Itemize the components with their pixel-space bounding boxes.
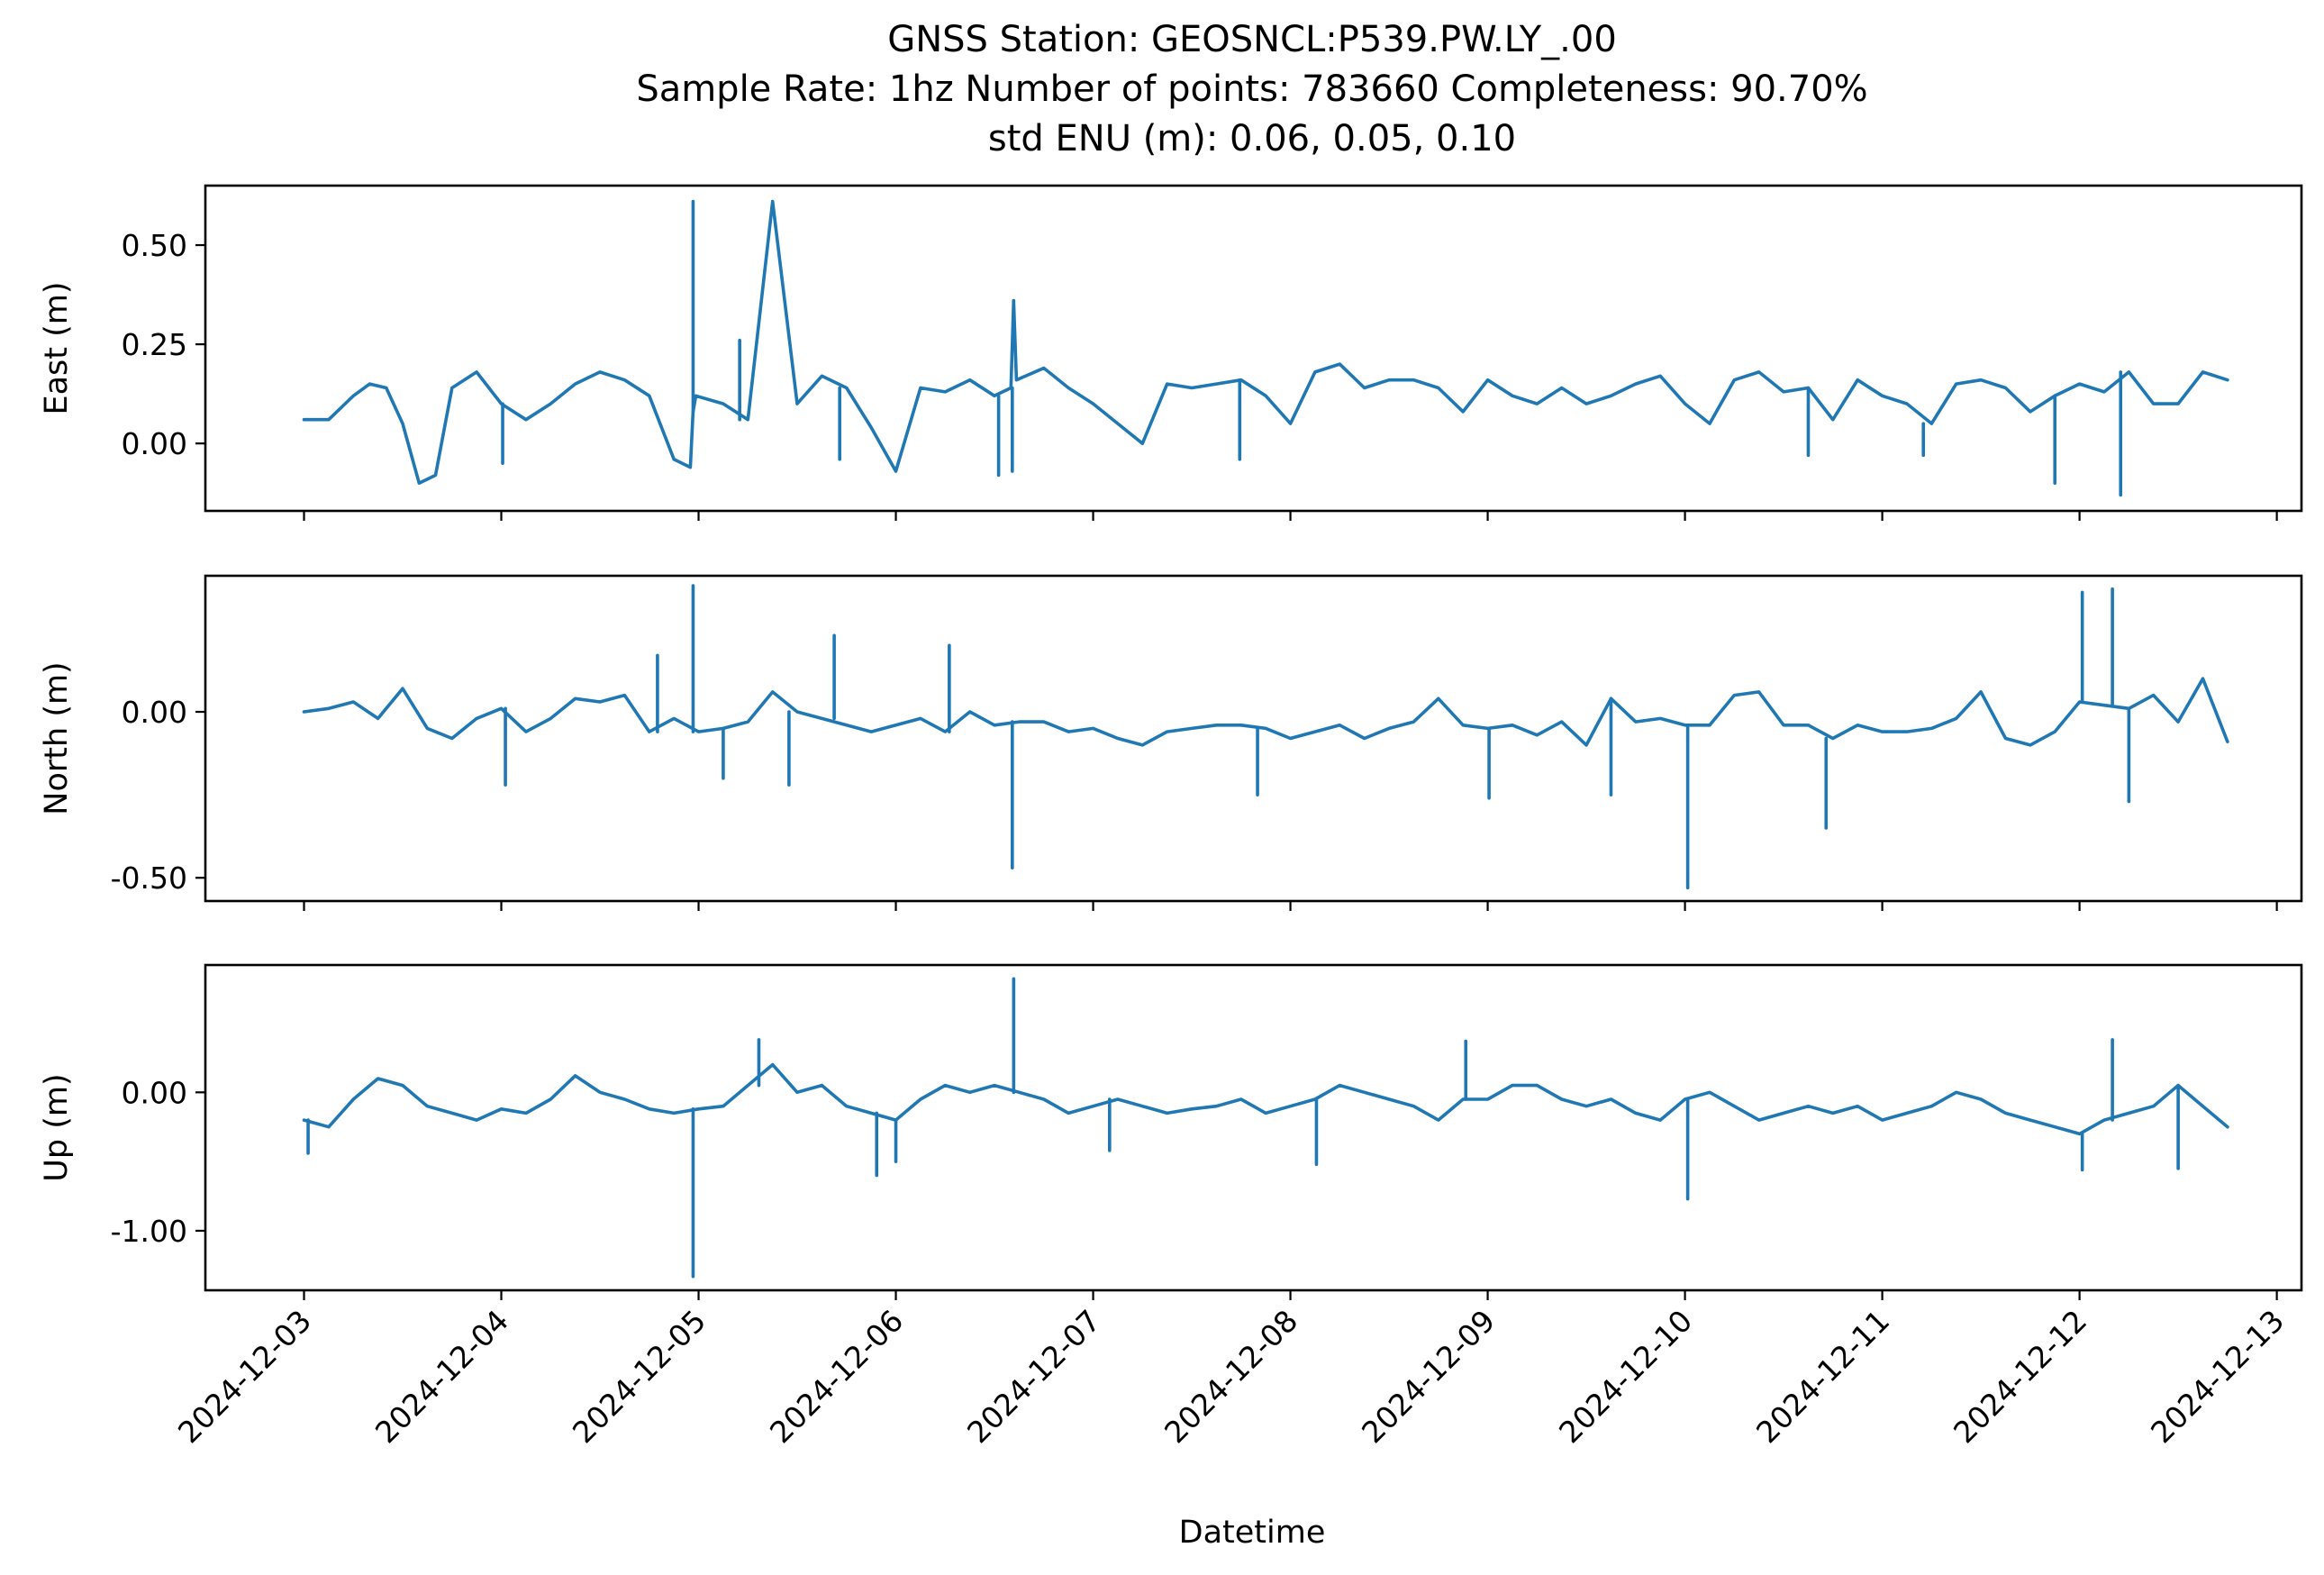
series-line [302, 1062, 2229, 1136]
north-panel: 0.00 -0.50 North (m) [39, 574, 2303, 911]
y-tick-label: 0.00 [122, 695, 187, 730]
y-axis-label: Up (m) [39, 1073, 75, 1181]
series-line [302, 677, 2229, 747]
title-line-station: GNSS Station: GEOSNCL:P539.PW.LY_.00 [887, 19, 1617, 60]
y-tick-label: 0.00 [122, 1075, 187, 1110]
title-line-std-enu: std ENU (m): 0.06, 0.05, 0.10 [988, 118, 1516, 159]
x-axis-label: Datetime [1179, 1515, 1326, 1551]
y-tick-label: 0.25 [122, 327, 187, 362]
plot-frame [204, 963, 2303, 1292]
plot-frame [204, 184, 2303, 513]
up-panel: 0.00 -1.00 Up (m) [39, 963, 2303, 1300]
y-tick-label: -1.00 [111, 1214, 187, 1249]
plot-frame [204, 574, 2303, 903]
title-line-sample-info: Sample Rate: 1hz Number of points: 78366… [636, 68, 1867, 110]
y-tick-label: 0.50 [122, 228, 187, 263]
y-axis-label: North (m) [39, 661, 75, 815]
y-tick-label: 0.00 [122, 426, 187, 461]
y-axis-label: East (m) [39, 281, 75, 414]
east-panel: 0.00 0.25 0.50 East (m) [39, 184, 2303, 521]
series-line [302, 199, 2229, 486]
y-tick-label: -0.50 [111, 860, 187, 896]
